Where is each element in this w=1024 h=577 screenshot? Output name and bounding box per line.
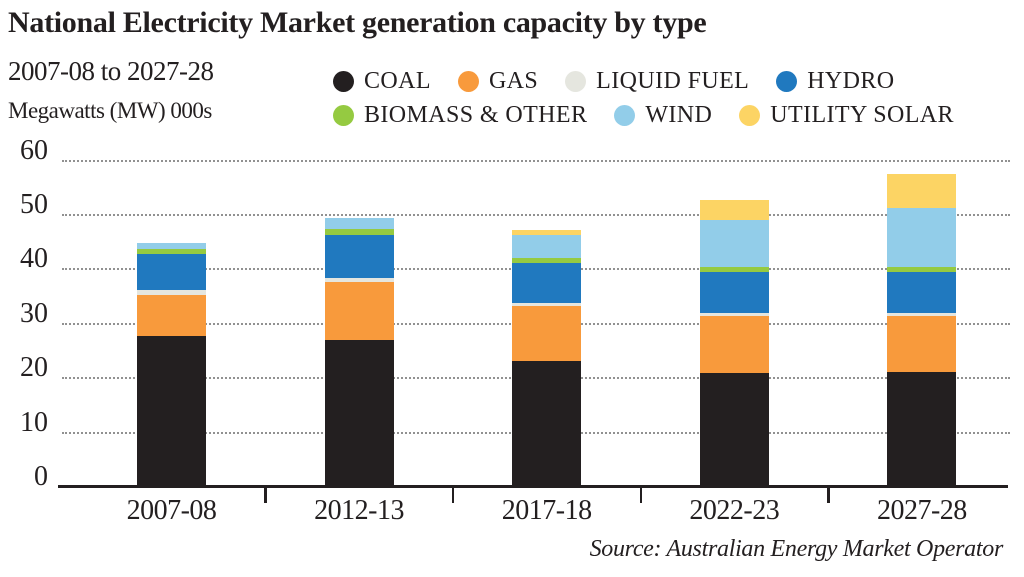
bar-2007-08-segment-wind xyxy=(137,243,206,250)
legend-label-hydro: HYDRO xyxy=(807,67,895,94)
legend-label-utility-solar: UTILITY SOLAR xyxy=(770,101,954,128)
legend-item-utility-solar: UTILITY SOLAR xyxy=(739,102,954,129)
bar-2017-18-segment-hydro xyxy=(512,262,582,303)
bar-2022-23-segment-wind xyxy=(699,219,769,268)
legend-swatch-liquid-fuel-icon xyxy=(565,70,587,92)
bar-2022-23-segment-utility-solar xyxy=(699,200,769,220)
source-note: Source: Australian Energy Market Operato… xyxy=(589,536,1004,562)
legend-swatch-hydro-icon xyxy=(776,70,798,92)
bar-2022-23-segment-gas xyxy=(699,316,769,373)
y-axis-tick-label: 40 xyxy=(20,243,48,275)
gridline-50 xyxy=(62,214,1010,216)
legend-swatch-wind-icon xyxy=(614,104,636,126)
bar-2022-23-segment-coal xyxy=(699,372,769,487)
chart-title: National Electricity Market generation c… xyxy=(8,6,707,39)
legend-row: BIOMASS & OTHER WIND UTILITY SOLAR xyxy=(333,98,954,132)
gridline-60 xyxy=(62,159,1010,162)
bar-2012-13-segment-coal xyxy=(324,340,394,487)
bar-2007-08-segment-gas xyxy=(137,294,206,336)
bar-2027-28-segment-utility-solar xyxy=(887,173,957,209)
legend-swatch-coal-icon xyxy=(333,70,354,92)
bar-2027-28-segment-hydro xyxy=(887,271,957,314)
y-axis-tick-label: 20 xyxy=(20,352,48,384)
x-axis-tick xyxy=(639,487,642,503)
y-axis-tick-label: 10 xyxy=(20,406,48,438)
bar-2012-13-segment-hydro xyxy=(324,235,394,278)
bar-2012-13-segment-gas xyxy=(324,281,394,341)
bar-2022-23-segment-liquid-fuel xyxy=(699,312,769,317)
bar-2012-13-segment-wind xyxy=(324,218,394,229)
legend-label-coal: COAL xyxy=(364,67,431,94)
legend-item-gas: GAS xyxy=(457,67,539,95)
y-axis-unit-label: Megawatts (MW) 000s xyxy=(8,98,212,123)
bar-2027-28-segment-gas xyxy=(887,316,957,373)
legend-label-gas: GAS xyxy=(488,67,539,94)
legend-row: COAL GAS LIQUID FUEL HYDRO xyxy=(333,64,954,98)
legend-item-liquid-fuel: LIQUID FUEL xyxy=(565,68,749,95)
y-axis-tick-label: 30 xyxy=(20,297,48,329)
bar-2022-23-segment-hydro xyxy=(699,271,769,313)
bar-2017-18-segment-coal xyxy=(512,360,582,487)
bar-2012-13-segment-liquid-fuel xyxy=(324,277,394,282)
x-axis-tick xyxy=(264,487,267,503)
x-axis-line xyxy=(58,484,1008,488)
legend-swatch-utility-solar-icon xyxy=(739,104,761,126)
x-axis-label-2007-08: 2007-08 xyxy=(126,495,217,526)
chart-subtitle: 2007-08 to 2027-28 xyxy=(8,56,214,86)
bar-2017-18-segment-utility-solar xyxy=(512,230,582,235)
bar-2027-28-segment-biomass-other xyxy=(887,267,957,272)
x-axis-label-2022-23: 2022-23 xyxy=(689,495,780,526)
legend-label-wind: WIND xyxy=(645,101,713,128)
legend-swatch-gas-icon xyxy=(457,70,479,92)
x-axis-label-2012-13: 2012-13 xyxy=(314,495,404,526)
x-axis-tick xyxy=(451,487,455,503)
legend-item-coal: COAL xyxy=(333,68,431,95)
y-axis-tick-label: 50 xyxy=(20,189,48,220)
bar-2007-08-segment-biomass-other xyxy=(137,249,206,255)
x-axis-label-2017-18: 2017-18 xyxy=(501,495,592,526)
legend: COAL GAS LIQUID FUEL HYDRO BIOMASS & OTHER WI… xyxy=(333,64,954,132)
legend-label-biomass-other: BIOMASS & OTHER xyxy=(364,101,588,128)
legend-label-liquid-fuel: LIQUID FUEL xyxy=(596,67,750,94)
bar-2007-08-segment-hydro xyxy=(137,254,206,291)
legend-item-hydro: HYDRO xyxy=(776,68,894,95)
x-axis-tick xyxy=(827,487,830,503)
bar-2027-28-segment-coal xyxy=(887,372,957,487)
legend-swatch-biomass-other-icon xyxy=(333,104,354,126)
bar-2017-18-segment-biomass-other xyxy=(512,257,582,263)
legend-item-wind: WIND xyxy=(614,102,712,129)
bar-2012-13-segment-biomass-other xyxy=(324,228,394,236)
legend-item-biomass-other: BIOMASS & OTHER xyxy=(333,102,587,129)
bar-2017-18-segment-liquid-fuel xyxy=(512,302,582,306)
bar-2017-18-segment-wind xyxy=(512,234,582,258)
bar-2017-18-segment-gas xyxy=(512,305,582,361)
bar-2007-08-segment-liquid-fuel xyxy=(137,290,206,295)
x-axis-label-2027-28: 2027-28 xyxy=(876,495,967,526)
bar-2022-23-segment-biomass-other xyxy=(699,267,769,272)
y-axis-tick-label: 60 xyxy=(20,134,48,166)
bar-2027-28-segment-liquid-fuel xyxy=(887,313,957,317)
bar-2007-08-segment-coal xyxy=(137,335,206,487)
bar-2027-28-segment-wind xyxy=(887,208,957,268)
y-axis-tick-label: 0 xyxy=(34,461,48,492)
